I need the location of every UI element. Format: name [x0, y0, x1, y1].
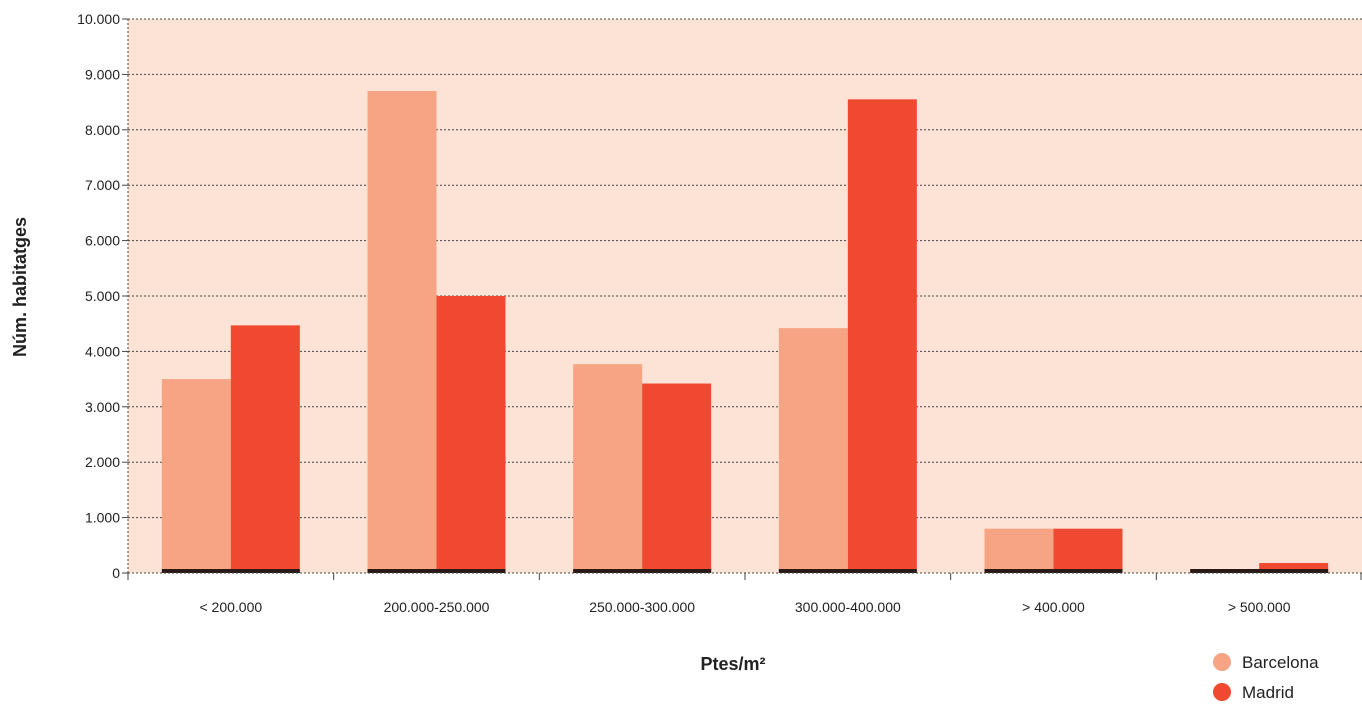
- y-tick-label: 9.000: [85, 66, 120, 82]
- bar-baseline: [573, 569, 712, 573]
- x-tick-label: 300.000-400.000: [795, 599, 901, 615]
- bar-baseline: [778, 569, 917, 573]
- y-tick-label: 2.000: [85, 454, 120, 470]
- bar-madrid: [230, 325, 300, 573]
- grid-lines: [127, 18, 1362, 574]
- bar-madrid: [847, 99, 917, 573]
- bar-madrid: [436, 296, 506, 573]
- bars: [161, 91, 1329, 574]
- bar-baseline: [161, 569, 300, 573]
- x-tick-label: 200.000-250.000: [384, 599, 490, 615]
- bar-barcelona: [984, 528, 1054, 573]
- x-axis-title: Ptes/m²: [700, 654, 765, 674]
- y-tick-label: 0: [112, 565, 120, 581]
- bar-baseline: [367, 569, 506, 573]
- bar-madrid: [1259, 563, 1329, 573]
- x-tick-label: > 400.000: [1022, 599, 1085, 615]
- y-tick-label: 8.000: [85, 122, 120, 138]
- x-tick-label: 250.000-300.000: [589, 599, 695, 615]
- x-tick-label: > 500.000: [1228, 599, 1291, 615]
- bar-barcelona: [161, 379, 231, 573]
- y-tick-label: 10.000: [77, 11, 120, 27]
- x-axis-ticks: < 200.000 200.000-250.000 250.000-300.000 3…: [127, 572, 1362, 615]
- bar-barcelona: [573, 364, 643, 573]
- bar-madrid: [1053, 528, 1123, 573]
- legend-label: Barcelona: [1242, 653, 1319, 672]
- y-tick-label: 5.000: [85, 288, 120, 304]
- x-tick-label: < 200.000: [199, 599, 262, 615]
- y-tick-label: 3.000: [85, 399, 120, 415]
- y-tick-label: 6.000: [85, 233, 120, 249]
- bar-barcelona: [367, 91, 437, 574]
- y-axis-ticks: 0 1.000 2.000 3.000 4.000 5.000 6.000 7.000 8.00…: [77, 11, 128, 581]
- y-tick-label: 7.000: [85, 177, 120, 193]
- bar-baseline: [984, 569, 1123, 573]
- legend-swatch: [1213, 683, 1231, 701]
- legend-label: Madrid: [1242, 683, 1294, 702]
- legend: Barcelona Madrid: [1213, 653, 1319, 702]
- y-tick-label: 1.000: [85, 510, 120, 526]
- bar-barcelona: [778, 328, 848, 573]
- legend-swatch: [1213, 653, 1231, 671]
- y-axis-title: Núm. habitatges: [10, 217, 30, 357]
- y-tick-label: 4.000: [85, 343, 120, 359]
- bar-madrid: [642, 383, 712, 573]
- bar-baseline: [1190, 569, 1329, 573]
